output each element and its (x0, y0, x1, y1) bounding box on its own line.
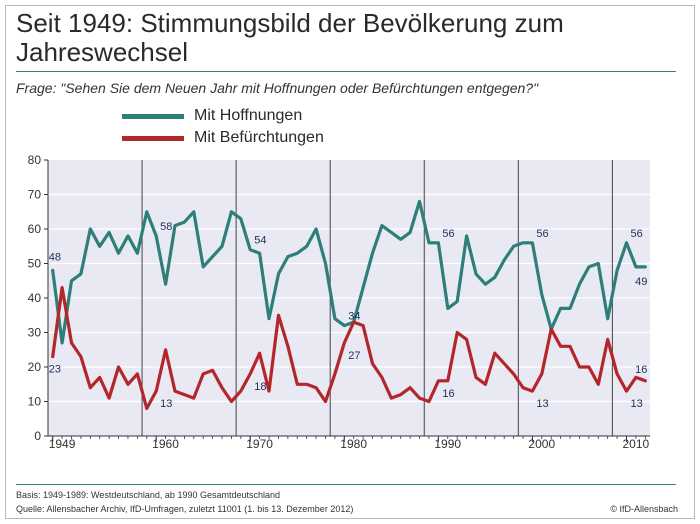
y-tick-label: 20 (28, 360, 42, 374)
x-tick-label: 1980 (340, 437, 367, 451)
footer-source: Quelle: Allensbacher Archiv, IfD-Umfrage… (16, 504, 354, 514)
survey-question: Frage: "Sehen Sie dem Neuen Jahr mit Hof… (16, 80, 539, 96)
legend-item-fear: Mit Befürchtungen (122, 128, 324, 148)
data-label-hope: 56 (536, 228, 548, 240)
y-tick-label: 70 (28, 188, 42, 202)
data-label-hope: 56 (442, 228, 454, 240)
data-label-fear: 13 (160, 398, 172, 410)
series-line-fear (51, 286, 647, 410)
y-tick-label: 40 (28, 291, 42, 305)
y-tick-label: 60 (28, 222, 42, 236)
data-label-fear: 16 (635, 364, 647, 376)
legend-swatch-hope (122, 113, 184, 119)
legend-swatch-fear (122, 135, 184, 141)
x-tick-label: 1960 (152, 437, 179, 451)
x-tick-label: 1990 (434, 437, 461, 451)
data-label-fear: 13 (536, 398, 548, 410)
legend-label-hope: Mit Hoffnungen (194, 107, 303, 124)
data-label-hope: 48 (49, 251, 61, 263)
data-label-hope: 56 (630, 228, 642, 240)
data-label-fear: 23 (49, 364, 61, 376)
legend-item-hope: Mit Hoffnungen (122, 106, 302, 126)
data-label-fear: 13 (630, 398, 642, 410)
y-tick-label: 0 (34, 429, 41, 443)
data-label-hope: 54 (254, 235, 266, 247)
x-tick-label: 2000 (528, 437, 555, 451)
data-label-fear: 18 (254, 381, 266, 393)
x-tick-label: 1970 (246, 437, 273, 451)
y-tick-label: 30 (28, 326, 42, 340)
data-label-hope: 58 (160, 221, 172, 233)
y-tick-label: 80 (28, 153, 42, 167)
legend-label-fear: Mit Befürchtungen (194, 129, 324, 146)
data-label-fear: 16 (442, 388, 454, 400)
data-label-hope: 34 (348, 311, 360, 323)
series-line-hope (51, 199, 647, 345)
data-label-fear: 27 (348, 350, 360, 362)
footer-credit: © IfD-Allensbach (610, 504, 678, 514)
title-rule (16, 71, 676, 72)
x-tick-label: 2010 (622, 437, 649, 451)
data-label-hope: 49 (635, 276, 647, 288)
y-tick-label: 50 (28, 257, 42, 271)
chart-title: Seit 1949: Stimmungsbild der Bevölkerung… (16, 8, 564, 67)
y-tick-label: 10 (28, 395, 42, 409)
footer-basis: Basis: 1949-1989: Westdeutschland, ab 19… (16, 490, 281, 500)
x-tick-label: 1949 (49, 437, 76, 451)
footer-rule (16, 484, 676, 485)
